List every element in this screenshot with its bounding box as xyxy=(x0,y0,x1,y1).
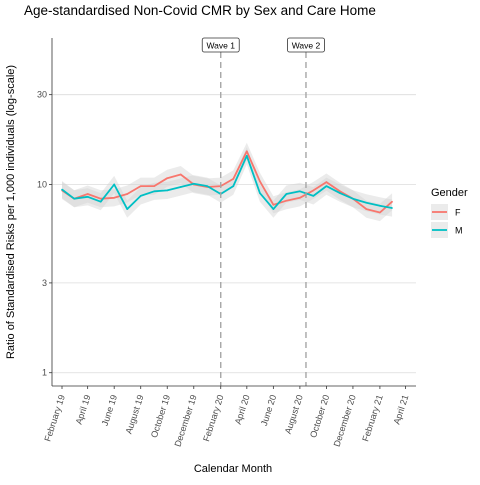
wave-label-box xyxy=(201,37,240,53)
data-point-F xyxy=(272,203,275,206)
data-point-M xyxy=(259,192,261,194)
data-point-M xyxy=(139,195,142,197)
x-tick-label: April 19 xyxy=(74,394,93,426)
data-point-M xyxy=(325,185,328,187)
y-tick-label: 1 xyxy=(42,368,47,378)
data-point-M xyxy=(365,201,368,204)
data-point-M xyxy=(272,208,275,210)
plot-area: Wave 1 Wave 2 xyxy=(52,37,416,386)
series-line-F xyxy=(61,150,393,214)
x-tick-label: June 20 xyxy=(259,394,278,428)
data-point-M xyxy=(113,183,115,186)
data-point-F xyxy=(391,200,393,203)
x-tick-label: April 20 xyxy=(233,394,252,426)
x-tick-label: December 19 xyxy=(172,394,198,448)
data-point-M xyxy=(339,192,341,194)
data-point-M xyxy=(299,190,301,193)
y-tick-label: 10 xyxy=(37,179,47,189)
data-point-M xyxy=(312,195,315,197)
x-tick-label: February 20 xyxy=(201,394,226,443)
x-tick-label: August 19 xyxy=(124,394,146,436)
wave-label-text: Wave 1 xyxy=(206,41,235,51)
data-point-F xyxy=(153,185,155,187)
data-point-F xyxy=(285,199,288,202)
data-point-M xyxy=(86,196,89,198)
data-point-F xyxy=(126,193,129,195)
data-point-M xyxy=(379,205,381,207)
data-point-M xyxy=(73,197,75,200)
data-point-M xyxy=(352,197,354,200)
wave-label-2: Wave 2 xyxy=(287,37,325,53)
y-tick-label: 3 xyxy=(42,278,47,288)
chart-title: Age-standardised Non-Covid CMR by Sex an… xyxy=(24,3,376,18)
data-point-M xyxy=(166,189,169,192)
x-axis-title: Calendar Month xyxy=(194,463,272,475)
legend-label-M: M xyxy=(455,226,463,236)
data-point-M xyxy=(153,190,155,193)
data-point-F xyxy=(299,196,301,199)
x-tick-label: December 20 xyxy=(332,394,358,448)
y-tick-label: 30 xyxy=(37,90,47,100)
data-point-F xyxy=(166,177,169,179)
wave-label-text: Wave 2 xyxy=(292,41,321,51)
data-point-F xyxy=(325,181,328,183)
data-point-F xyxy=(179,173,182,176)
data-point-M xyxy=(206,185,209,187)
data-point-M xyxy=(99,200,102,203)
data-point-F xyxy=(259,180,261,183)
data-point-M xyxy=(126,208,129,210)
axes: 1 3 10 30 February 19 April 19 June 19 August 1… xyxy=(37,38,416,448)
wave-label-box xyxy=(287,37,325,53)
data-point-M xyxy=(391,207,393,209)
x-tick-label: February 21 xyxy=(360,394,385,443)
data-point-F xyxy=(113,196,115,199)
wave-label-1: Wave 1 xyxy=(201,37,240,53)
data-point-F xyxy=(339,190,341,193)
data-point-M xyxy=(61,188,63,191)
x-tick-label: October 19 xyxy=(149,394,172,439)
data-point-M xyxy=(232,185,235,187)
data-point-F xyxy=(379,211,381,214)
data-point-F xyxy=(312,189,315,192)
x-tick-label: February 19 xyxy=(42,394,67,443)
data-point-M xyxy=(192,182,195,185)
data-point-M xyxy=(246,155,248,157)
legend-label-F: F xyxy=(455,208,461,218)
x-tick-label: June 19 xyxy=(100,394,119,428)
data-point-F xyxy=(246,150,248,153)
y-axis-title: Ratio of Standardised Risks per 1,000 in… xyxy=(5,65,17,359)
data-point-F xyxy=(139,185,142,187)
x-tick-label: August 20 xyxy=(283,394,305,436)
x-tick-label: October 20 xyxy=(308,394,331,439)
legend-title: Gender xyxy=(431,187,468,199)
data-point-F xyxy=(99,197,102,200)
data-point-F xyxy=(86,193,89,195)
legend: Gender FM xyxy=(431,187,468,238)
data-point-M xyxy=(285,193,288,195)
series-line-M xyxy=(61,154,393,211)
data-point-F xyxy=(232,178,235,180)
x-tick-label: April 21 xyxy=(392,394,411,426)
data-point-F xyxy=(365,208,368,210)
data-point-M xyxy=(179,186,182,188)
